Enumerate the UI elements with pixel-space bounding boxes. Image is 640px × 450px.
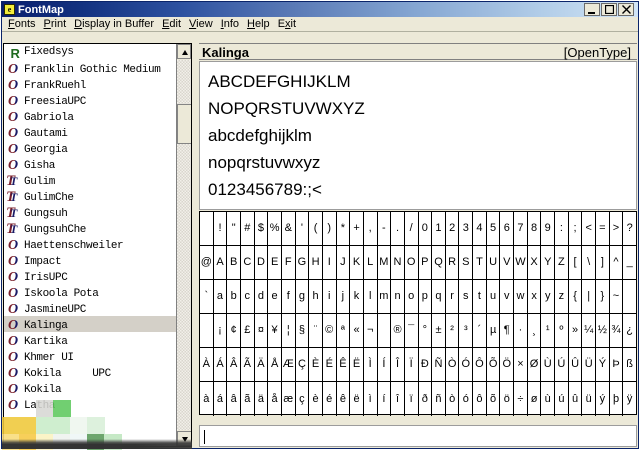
svg-text:T: T	[10, 190, 18, 204]
svg-text:T: T	[10, 206, 18, 220]
svg-text:T: T	[10, 174, 18, 188]
svg-text:T: T	[10, 222, 18, 236]
